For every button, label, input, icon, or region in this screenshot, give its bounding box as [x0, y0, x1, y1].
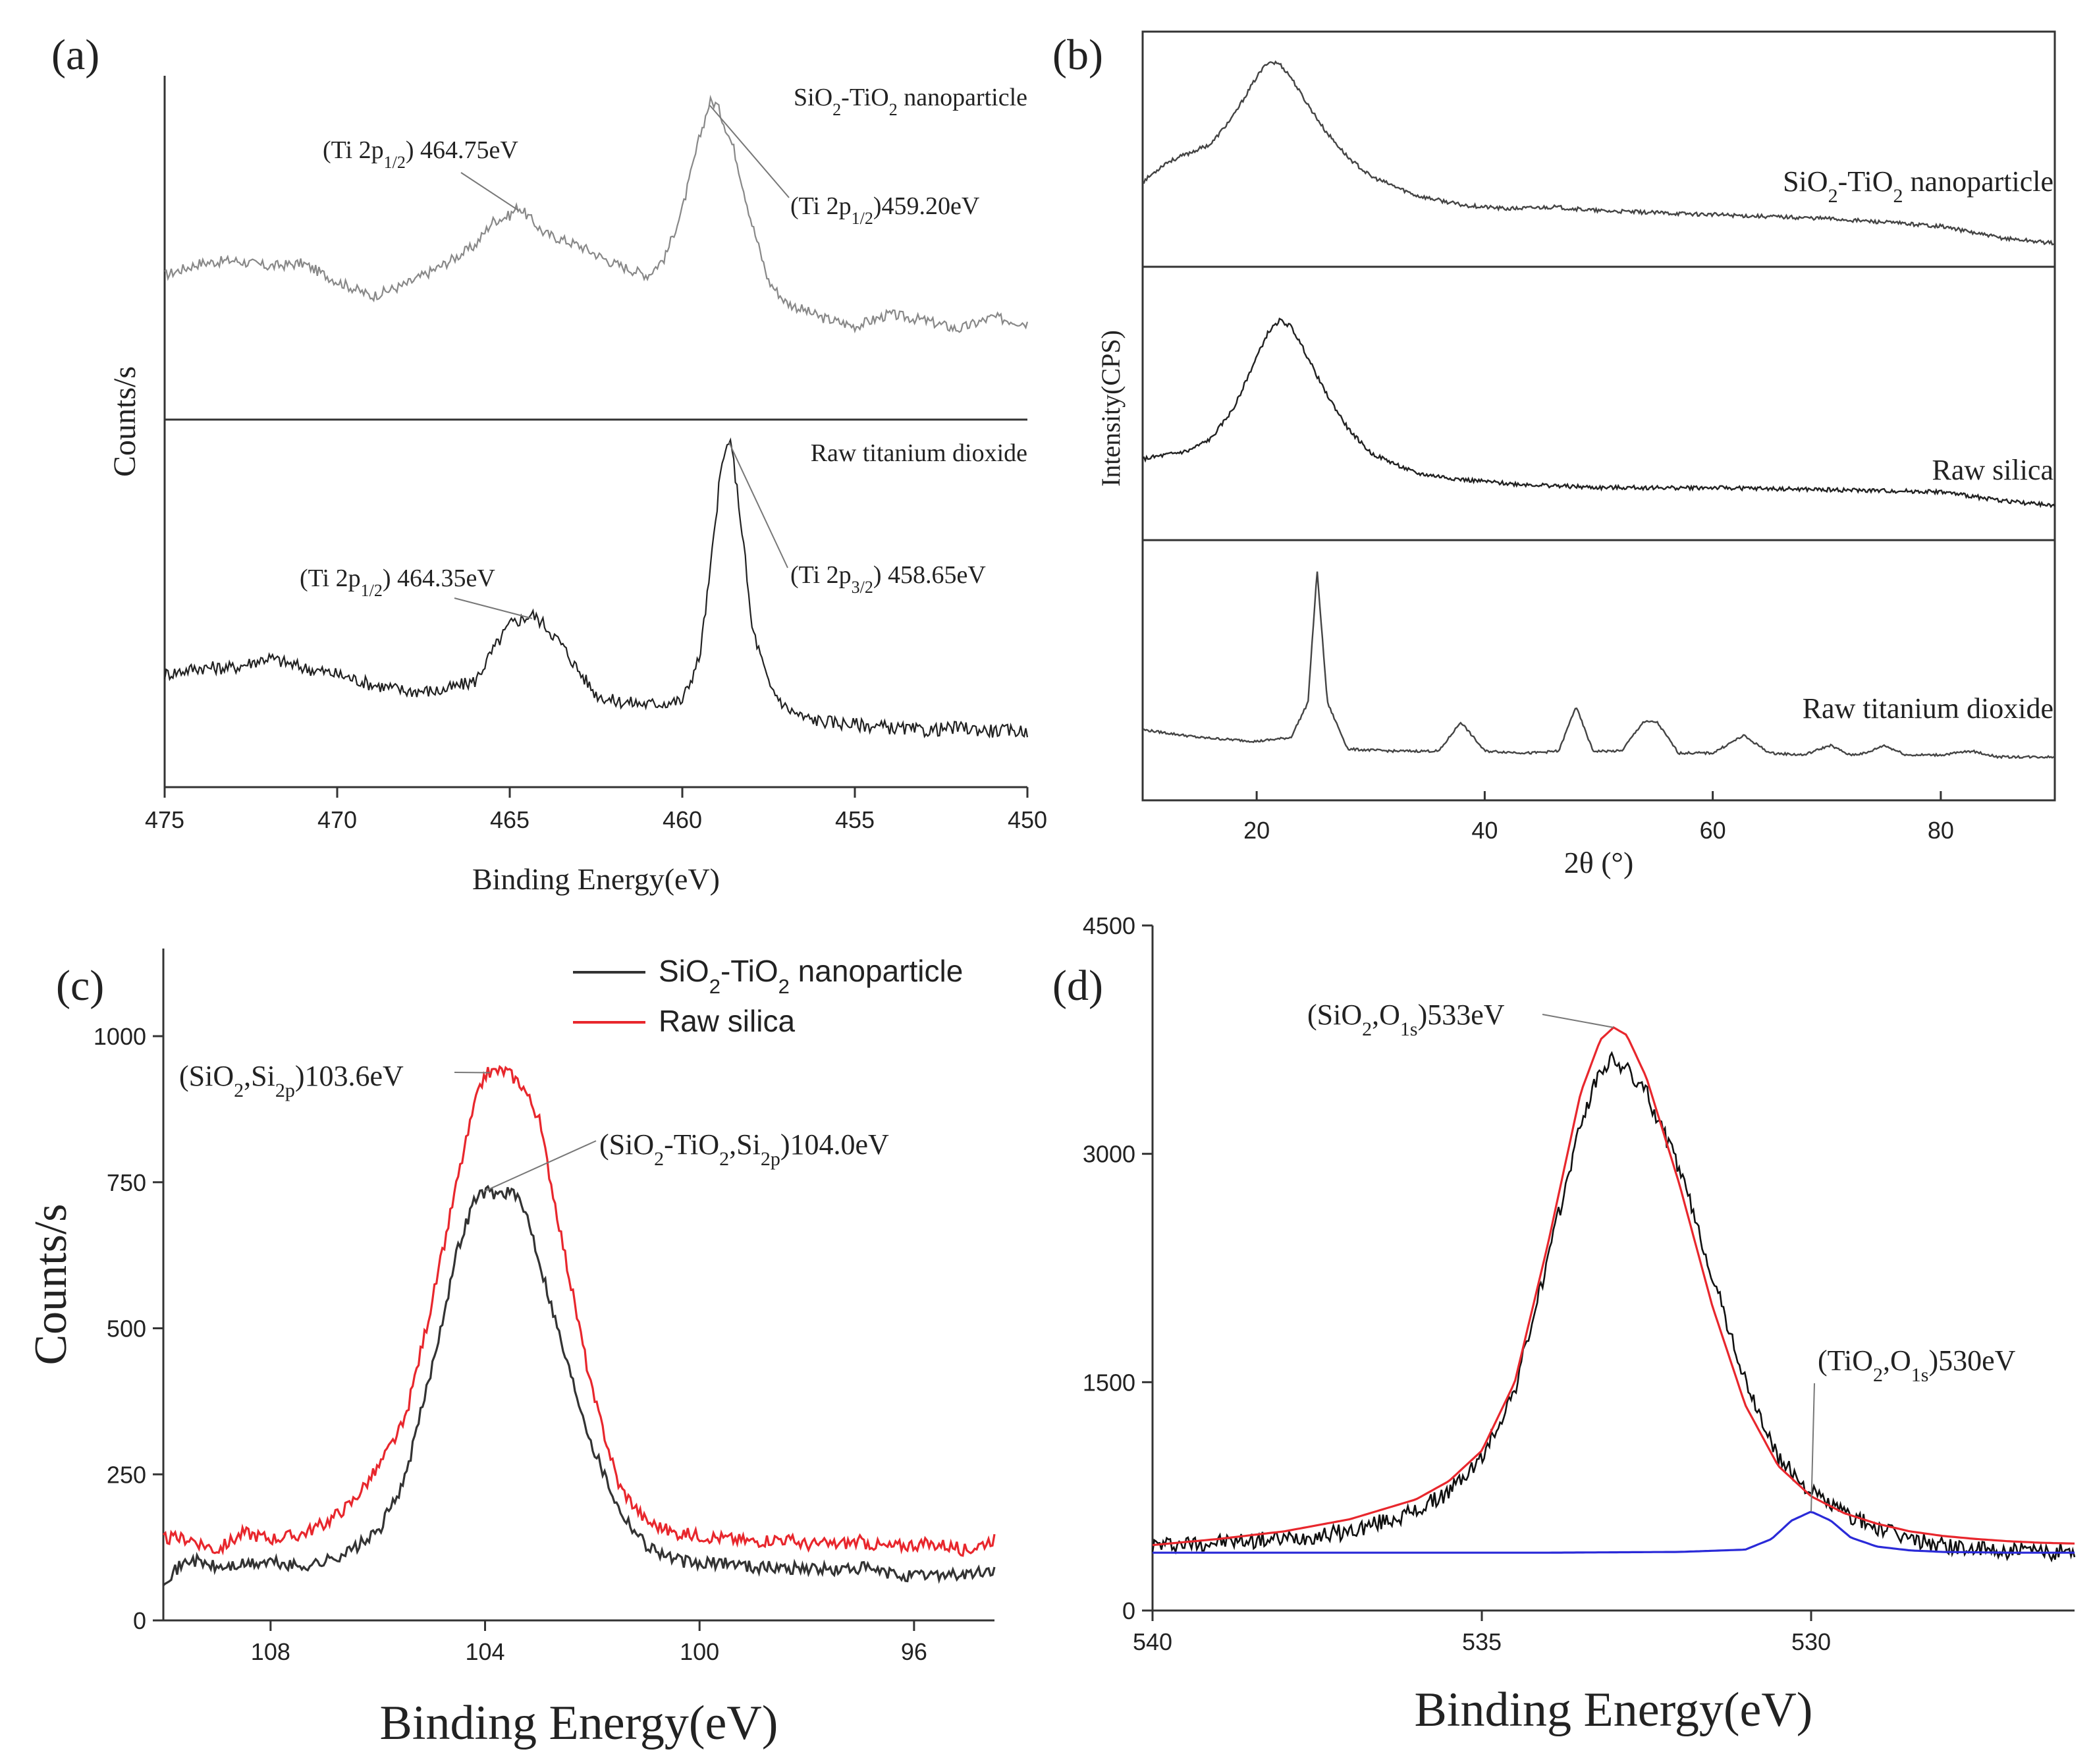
peak-annotation: (SiO2,O1s)533eV: [1307, 999, 1505, 1040]
panel-b: (b) 20 40 60 80 2θ (°) Intensity(CPS) SiO2-TiO2…: [1052, 30, 2056, 879]
panel-label: (c): [56, 962, 104, 1010]
y-axis-label: Intensity(CPS): [1096, 330, 1126, 487]
annotation-leader: [454, 597, 533, 619]
peak-annotation: (Ti 2p3/2) 458.65eV: [790, 561, 986, 597]
x-tick-label: 20: [1243, 817, 1270, 844]
x-tick-label: 40: [1471, 817, 1498, 844]
annotation-leader: [728, 441, 788, 568]
y-tick-label: 0: [1122, 1597, 1135, 1624]
x-tick-label: 108: [251, 1638, 290, 1665]
y-tick-label: 1000: [94, 1023, 146, 1050]
x-tick-label: 460: [663, 806, 702, 833]
series-label: SiO2-TiO2 nanoparticle: [794, 84, 1027, 119]
legend-label: SiO2-TiO2 nanoparticle: [659, 954, 963, 998]
x-tick-label: 104: [465, 1638, 504, 1665]
series-line-3: [1142, 571, 2055, 759]
y-axis-label: Counts/s: [107, 366, 142, 477]
series-line-1: [164, 94, 1029, 334]
series-line-1: [162, 1184, 996, 1587]
x-tick-label: 540: [1133, 1628, 1172, 1655]
plot-frame: [1141, 30, 2056, 802]
x-tick-label: 96: [901, 1638, 927, 1665]
annotation-leader: [1542, 1014, 1614, 1028]
x-axis-label: Binding Energy(eV): [1415, 1683, 1813, 1737]
series-label: SiO2-TiO2 nanoparticle: [1783, 165, 2053, 207]
legend-label: Raw silica: [659, 1004, 795, 1038]
x-tick-label: 100: [680, 1638, 719, 1665]
x-tick-label: 60: [1700, 817, 1726, 844]
panel-c: (c) 108 104 100 96 0 250 500 750 1000 Binding Ener…: [26, 949, 996, 1750]
x-tick-label: 450: [1008, 806, 1047, 833]
y-axis-label: Counts/s: [26, 1203, 76, 1365]
series-line-3: [1153, 1510, 2075, 1554]
y-tick-label: 0: [133, 1607, 146, 1634]
y-tick-label: 3000: [1083, 1141, 1135, 1168]
annotation-leader: [1810, 1383, 1815, 1512]
peak-annotation: (Ti 2p1/2) 464.35eV: [300, 565, 495, 600]
panel-d: (d) 540 535 530 0 1500 3000 4500 Binding Energy(…: [1052, 912, 2076, 1737]
series-line-2: [1142, 317, 2055, 509]
panel-label: (d): [1052, 962, 1103, 1010]
peak-annotation: (Ti 2p1/2) 464.75eV: [323, 136, 518, 172]
x-tick-label: 455: [835, 806, 875, 833]
x-axis-label: 2θ (°): [1564, 846, 1634, 879]
annotation-leader: [709, 105, 790, 198]
x-tick-label: 530: [1791, 1628, 1831, 1655]
series-label: Raw titanium dioxide: [1803, 692, 2053, 725]
series-label: Raw silica: [1932, 454, 2053, 486]
panel-label: (a): [51, 31, 99, 79]
series-line-2: [163, 437, 1029, 739]
annotation-leader: [485, 1140, 597, 1192]
x-tick-label: 465: [490, 806, 530, 833]
y-tick-label: 750: [107, 1169, 146, 1196]
y-tick-label: 4500: [1083, 912, 1135, 939]
y-tick-label: 1500: [1083, 1369, 1135, 1396]
annotation-leader: [460, 172, 519, 211]
series-line-1: [1151, 1051, 2076, 1563]
panel-a: (a) 475 470 465 460 455 450 Binding Energy(eV) C…: [51, 31, 1047, 896]
series-line-2: [1152, 1026, 2075, 1547]
panel-label: (b): [1052, 31, 1103, 79]
y-tick-label: 250: [107, 1461, 146, 1488]
x-tick-label: 470: [317, 806, 357, 833]
peak-annotation: (Ti 2p1/2)459.20eV: [790, 192, 980, 228]
x-tick-label: 535: [1462, 1628, 1502, 1655]
peak-annotation: (SiO2,Si2p)103.6eV: [179, 1060, 404, 1101]
x-tick-label: 475: [145, 806, 184, 833]
peak-annotation: (TiO2,O1s)530eV: [1818, 1344, 2016, 1386]
y-tick-label: 500: [107, 1315, 146, 1342]
series-line-1: [1142, 60, 2055, 246]
series-label: Raw titanium dioxide: [811, 439, 1027, 467]
series-line-2: [162, 1064, 996, 1557]
x-axis-label: Binding Energy(eV): [380, 1696, 778, 1750]
x-axis-label: Binding Energy(eV): [472, 862, 720, 896]
x-tick-label: 80: [1928, 817, 1954, 844]
peak-annotation: (SiO2-TiO2,Si2p)104.0eV: [599, 1128, 889, 1170]
